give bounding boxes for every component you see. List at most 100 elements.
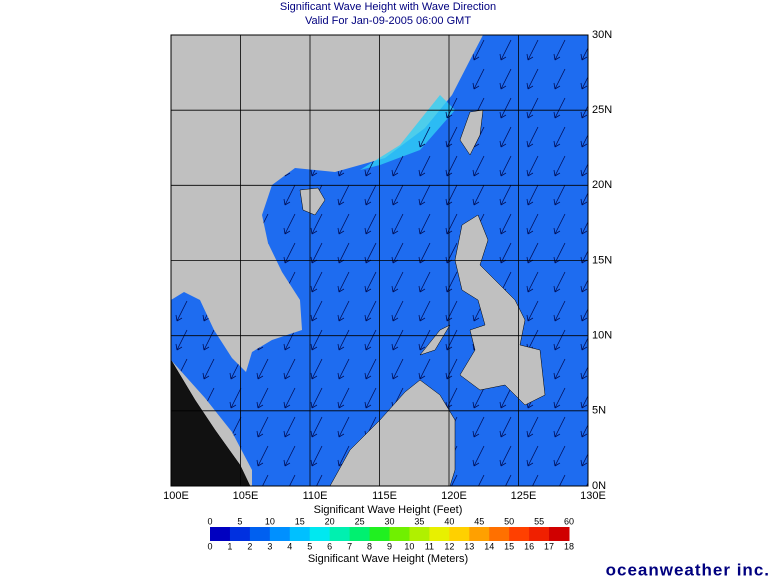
- meters-tick-label: 16: [524, 541, 534, 551]
- wave-arrow: [580, 387, 588, 409]
- wave-arrow: [526, 155, 539, 177]
- wave-arrow: [526, 213, 539, 235]
- feet-tick-label: 20: [325, 516, 335, 526]
- subtitle: Valid For Jan-09-2005 06:00 GMT: [305, 15, 471, 27]
- colorbar-swatch: [529, 527, 550, 541]
- wave-arrow: [337, 329, 350, 351]
- wave-arrow: [337, 358, 350, 380]
- wave-arrow: [580, 474, 588, 486]
- wave-arrow: [283, 387, 296, 409]
- wave-arrow: [283, 358, 296, 380]
- meters-tick-label: 8: [367, 541, 372, 551]
- x-tick-label: 125E: [511, 490, 537, 502]
- wave-arrow: [580, 68, 588, 90]
- y-tick-label: 15N: [592, 254, 612, 266]
- wave-arrow: [337, 416, 350, 438]
- wave-arrow: [256, 474, 269, 486]
- wave-arrow: [553, 213, 566, 235]
- wave-arrow: [337, 387, 350, 409]
- feet-tick-label: 5: [237, 516, 242, 526]
- wave-arrow: [202, 358, 215, 380]
- wave-arrow: [418, 300, 431, 322]
- wave-arrow: [526, 445, 539, 467]
- wave-arrow: [418, 329, 431, 351]
- y-tick-label: 25N: [592, 104, 612, 116]
- logo: oceanweather inc.: [606, 560, 770, 579]
- wave-arrow: [391, 155, 404, 177]
- meters-tick-label: 17: [544, 541, 554, 551]
- wave-arrow: [580, 155, 588, 177]
- meters-tick-label: 5: [307, 541, 312, 551]
- wave-arrow: [499, 155, 512, 177]
- wave-arrow: [472, 68, 485, 90]
- wave-arrow: [580, 358, 588, 380]
- wave-arrow: [526, 97, 539, 119]
- wave-arrow: [283, 184, 296, 206]
- map-frame: [170, 34, 589, 487]
- wave-arrow: [418, 271, 431, 293]
- wave-arrow: [553, 300, 566, 322]
- wave-arrow: [580, 271, 588, 293]
- wave-arrow: [310, 329, 323, 351]
- wave-arrow: [310, 213, 323, 235]
- wave-arrow: [283, 416, 296, 438]
- wave-arrow: [364, 358, 377, 380]
- wave-arrow: [364, 300, 377, 322]
- title: Significant Wave Height with Wave Direct…: [280, 1, 496, 13]
- wave-arrow: [310, 387, 323, 409]
- meters-tick-label: 13: [464, 541, 474, 551]
- x-tick-label: 100E: [163, 490, 189, 502]
- wave-arrow: [364, 213, 377, 235]
- meters-tick-label: 12: [444, 541, 454, 551]
- high-wave-zone: [360, 95, 455, 170]
- feet-tick-label: 55: [534, 516, 544, 526]
- colorbar-swatch: [229, 527, 251, 541]
- wave-arrow: [526, 271, 539, 293]
- wave-arrow: [283, 329, 296, 351]
- wave-arrow: [499, 126, 512, 148]
- wave-arrow: [391, 213, 404, 235]
- wave-arrow: [310, 474, 323, 486]
- wave-arrow: [472, 184, 485, 206]
- meters-tick-label: 10: [404, 541, 414, 551]
- wave-arrow: [526, 184, 539, 206]
- wave-arrow: [499, 445, 512, 467]
- x-tick-label: 110E: [303, 490, 328, 502]
- feet-tick-label: 35: [414, 516, 424, 526]
- wave-arrow: [418, 184, 431, 206]
- wave-arrow: [526, 39, 539, 61]
- feet-tick-label: 25: [355, 516, 365, 526]
- wave-arrow: [499, 387, 512, 409]
- colorbar-swatch: [309, 527, 331, 541]
- y-tick-label: 30N: [592, 29, 612, 41]
- feet-tick-label: 15: [295, 516, 305, 526]
- wave-arrow: [553, 416, 566, 438]
- colorbar-swatch: [210, 527, 231, 541]
- meters-tick-label: 1: [227, 541, 232, 551]
- wave-arrow: [553, 387, 566, 409]
- feet-tick-label: 0: [207, 516, 212, 526]
- wave-arrow: [310, 271, 323, 293]
- wave-arrow: [499, 39, 512, 61]
- wave-arrow: [553, 126, 566, 148]
- wave-arrow: [283, 445, 296, 467]
- wave-arrow: [499, 213, 512, 235]
- wave-arrow: [283, 213, 296, 235]
- meters-tick-label: 4: [287, 541, 292, 551]
- wave-arrow: [391, 184, 404, 206]
- colorbar-swatch: [269, 527, 291, 541]
- wave-arrow: [364, 184, 377, 206]
- colorbar-swatch: [369, 527, 390, 541]
- palawan: [419, 324, 451, 356]
- wave-arrow: [526, 300, 539, 322]
- wave-arrow: [310, 445, 323, 467]
- wave-arrow: [418, 213, 431, 235]
- wave-arrow: [553, 155, 566, 177]
- meters-tick-label: 6: [327, 541, 332, 551]
- wave-arrow: [526, 68, 539, 90]
- wave-arrow: [472, 445, 485, 467]
- y-tick-label: 20N: [592, 179, 612, 191]
- colorbar-swatch: [469, 527, 490, 541]
- colorbar-swatch: [449, 527, 470, 541]
- wave-arrow: [175, 329, 188, 351]
